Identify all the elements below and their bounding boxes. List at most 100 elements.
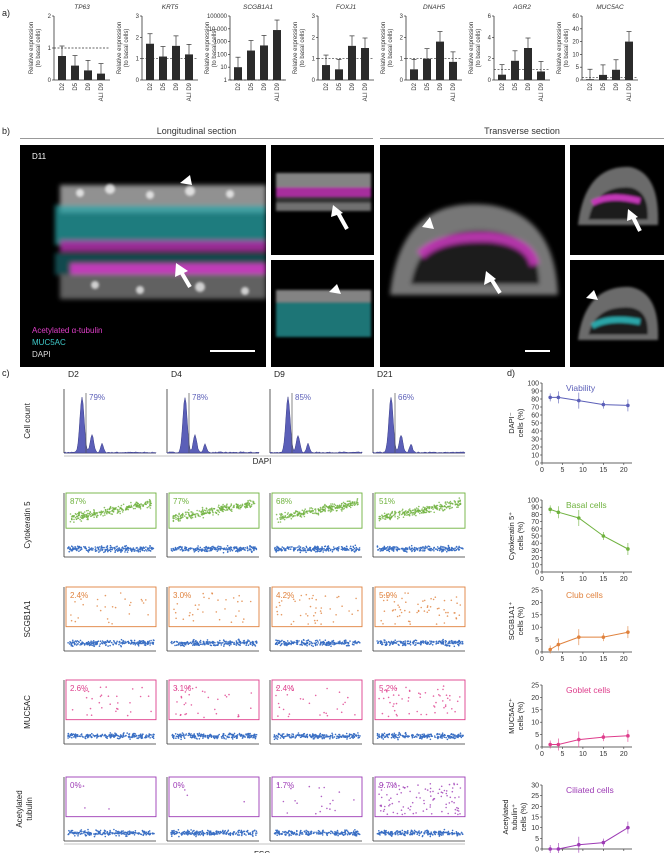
event-dot bbox=[450, 736, 452, 739]
event-dot bbox=[124, 508, 127, 511]
event-dot bbox=[411, 549, 414, 551]
event-dot bbox=[424, 547, 427, 549]
event-dot bbox=[142, 831, 144, 833]
event-dot bbox=[323, 711, 325, 714]
event-dot bbox=[422, 546, 425, 548]
event-dot bbox=[208, 830, 210, 832]
event-dot bbox=[415, 639, 418, 642]
event-dot bbox=[342, 642, 344, 645]
event-dot bbox=[140, 737, 143, 740]
event-dot bbox=[456, 506, 458, 508]
event-dot bbox=[389, 643, 392, 645]
event-dot bbox=[147, 830, 150, 833]
event-dot bbox=[397, 515, 399, 518]
event-dot bbox=[92, 644, 94, 647]
event-dot bbox=[352, 501, 354, 503]
gate-box bbox=[271, 586, 363, 628]
event-dot bbox=[145, 549, 147, 551]
event-dot bbox=[82, 513, 84, 515]
event-dot bbox=[109, 732, 112, 734]
event-dot bbox=[329, 506, 332, 509]
x-tick-label: D5 bbox=[425, 82, 431, 90]
event-dot bbox=[397, 734, 400, 736]
event-dot bbox=[333, 506, 336, 508]
event-dot bbox=[184, 549, 187, 552]
event-dot bbox=[286, 640, 289, 642]
legend-muc5ac: MUC5AC bbox=[32, 338, 66, 347]
gate-percent: 3.0% bbox=[173, 591, 191, 600]
bar-chart-ylabel: Relative expression(to basal cells) bbox=[117, 22, 130, 74]
event-dot bbox=[225, 696, 228, 698]
event-dot bbox=[458, 734, 460, 736]
event-dot bbox=[314, 546, 317, 549]
gate-box bbox=[374, 586, 466, 628]
event-dot bbox=[113, 507, 116, 509]
x-tick-label: D2 bbox=[412, 82, 418, 90]
event-dot bbox=[402, 642, 404, 645]
event-dot bbox=[104, 511, 107, 513]
event-dot bbox=[70, 644, 73, 647]
event-dot bbox=[238, 610, 240, 612]
event-dot bbox=[175, 713, 177, 715]
event-dot bbox=[384, 735, 387, 738]
event-dot bbox=[203, 596, 205, 599]
event-dot bbox=[112, 511, 115, 513]
event-dot bbox=[331, 506, 334, 508]
event-dot bbox=[209, 641, 211, 643]
event-dot bbox=[126, 714, 129, 717]
event-dot bbox=[184, 511, 187, 514]
histogram bbox=[372, 397, 466, 454]
event-dot bbox=[196, 512, 198, 515]
event-dot bbox=[79, 516, 82, 518]
event-dot bbox=[173, 640, 176, 643]
event-dot bbox=[393, 546, 396, 548]
event-dot bbox=[201, 735, 203, 738]
event-dot bbox=[132, 734, 134, 736]
event-dot bbox=[77, 547, 80, 550]
ylabel-line-2: (to basal cells) bbox=[124, 29, 130, 68]
event-dot bbox=[220, 736, 223, 738]
event-dot bbox=[250, 505, 253, 507]
event-dot bbox=[150, 710, 152, 713]
event-dot bbox=[382, 517, 384, 520]
event-dot bbox=[407, 735, 409, 737]
event-dot bbox=[457, 644, 460, 647]
event-dot bbox=[343, 507, 345, 510]
event-dot bbox=[80, 517, 83, 519]
bar bbox=[146, 43, 154, 80]
event-dot bbox=[344, 549, 346, 551]
event-dot bbox=[218, 832, 221, 835]
event-dot bbox=[327, 507, 330, 510]
event-dot bbox=[73, 641, 75, 643]
event-dot bbox=[308, 643, 311, 646]
event-dot bbox=[181, 515, 184, 517]
event-dot bbox=[212, 511, 214, 514]
event-dot bbox=[355, 546, 358, 549]
flow-plot: 2.4% bbox=[63, 586, 157, 652]
x-tick-label: D9 bbox=[350, 82, 356, 90]
event-dot bbox=[452, 734, 454, 736]
event-dot bbox=[236, 550, 238, 552]
event-dot bbox=[321, 737, 324, 740]
event-dot bbox=[409, 644, 412, 646]
event-dot bbox=[72, 547, 74, 550]
event-dot bbox=[345, 644, 348, 647]
event-dot bbox=[211, 508, 213, 511]
event-dot bbox=[80, 520, 83, 522]
bar-chart-title: DNAH5 bbox=[423, 4, 445, 11]
event-dot bbox=[104, 514, 106, 516]
event-dot bbox=[98, 511, 100, 513]
event-dot bbox=[288, 641, 290, 644]
event-dot bbox=[321, 546, 323, 548]
event-dot bbox=[323, 737, 325, 740]
event-dot bbox=[174, 733, 177, 735]
event-dot bbox=[294, 600, 296, 603]
x-tick-label: D9 bbox=[174, 82, 180, 90]
event-dot bbox=[283, 643, 286, 646]
event-dot bbox=[177, 520, 180, 522]
event-dot bbox=[101, 734, 104, 736]
event-dot bbox=[299, 515, 301, 517]
event-dot bbox=[437, 547, 440, 550]
event-dot bbox=[432, 598, 435, 601]
event-dot bbox=[280, 548, 283, 551]
